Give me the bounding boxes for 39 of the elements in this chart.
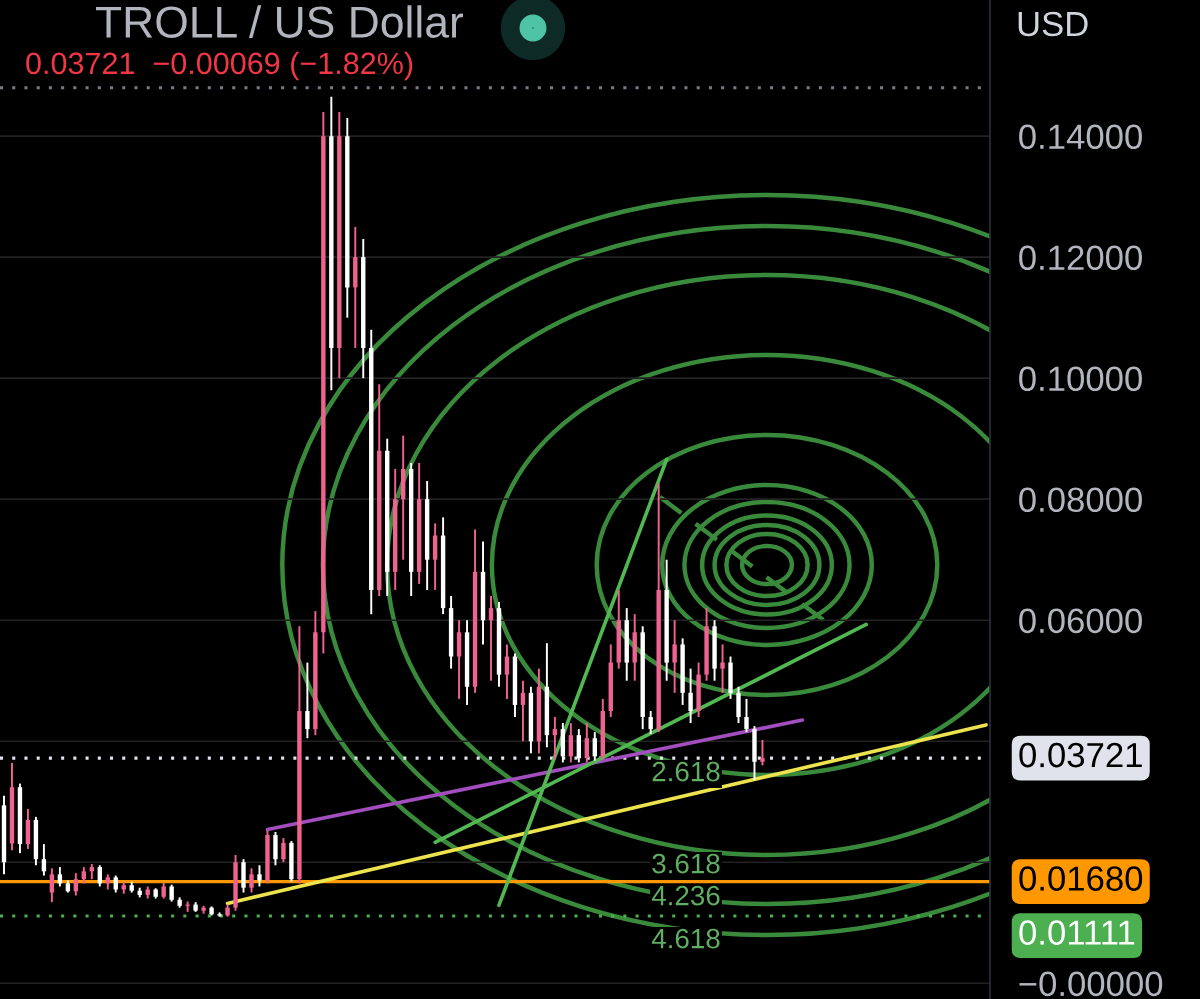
annotation: 2.618 (652, 761, 720, 782)
candlestick (744, 697, 749, 734)
candlestick (281, 837, 286, 864)
candlestick (672, 619, 677, 694)
candlestick (73, 872, 79, 897)
text: USD (1018, 11, 1088, 37)
candlestick (520, 679, 526, 743)
candlestick (568, 722, 574, 764)
candlestick (504, 643, 510, 700)
y-tick-label: −0.00000 (1019, 971, 1163, 997)
y-tick-label: 0.08000 (1019, 487, 1142, 513)
annotation: 4.618 (651, 928, 720, 949)
candlestick (648, 710, 653, 735)
candlestick (576, 728, 582, 764)
candlestick (592, 731, 597, 762)
candlestick (488, 595, 494, 682)
candlestick (720, 643, 725, 694)
candlestick (584, 722, 590, 764)
candlestick (305, 661, 310, 740)
candlestick (249, 867, 254, 894)
ref-line-label: 0.03721 (1019, 742, 1142, 768)
candlestick (217, 911, 222, 918)
ref-line-label: 0.01111 (1019, 920, 1135, 945)
candlestick (49, 867, 55, 904)
chart-title: TROLL / US Dollar (96, 5, 464, 38)
annotation: 3.618 (652, 853, 720, 874)
text: 0.03721 −0.00069 (−1.82%) (26, 51, 413, 81)
candlestick (41, 843, 47, 877)
candlestick (760, 739, 765, 767)
y-tick-label: 0.12000 (1019, 245, 1142, 271)
annotation: 4.236 (651, 885, 720, 906)
ref-line-label: 0.01680 (1019, 866, 1143, 891)
candlestick (257, 864, 262, 888)
y-tick-label: 0.10000 (1019, 366, 1142, 392)
y-tick-label: 0.14000 (1019, 124, 1142, 150)
candlestick (185, 900, 190, 913)
candlestick (57, 866, 63, 888)
candlestick (688, 667, 693, 725)
y-tick-label: 0.06000 (1019, 608, 1142, 634)
